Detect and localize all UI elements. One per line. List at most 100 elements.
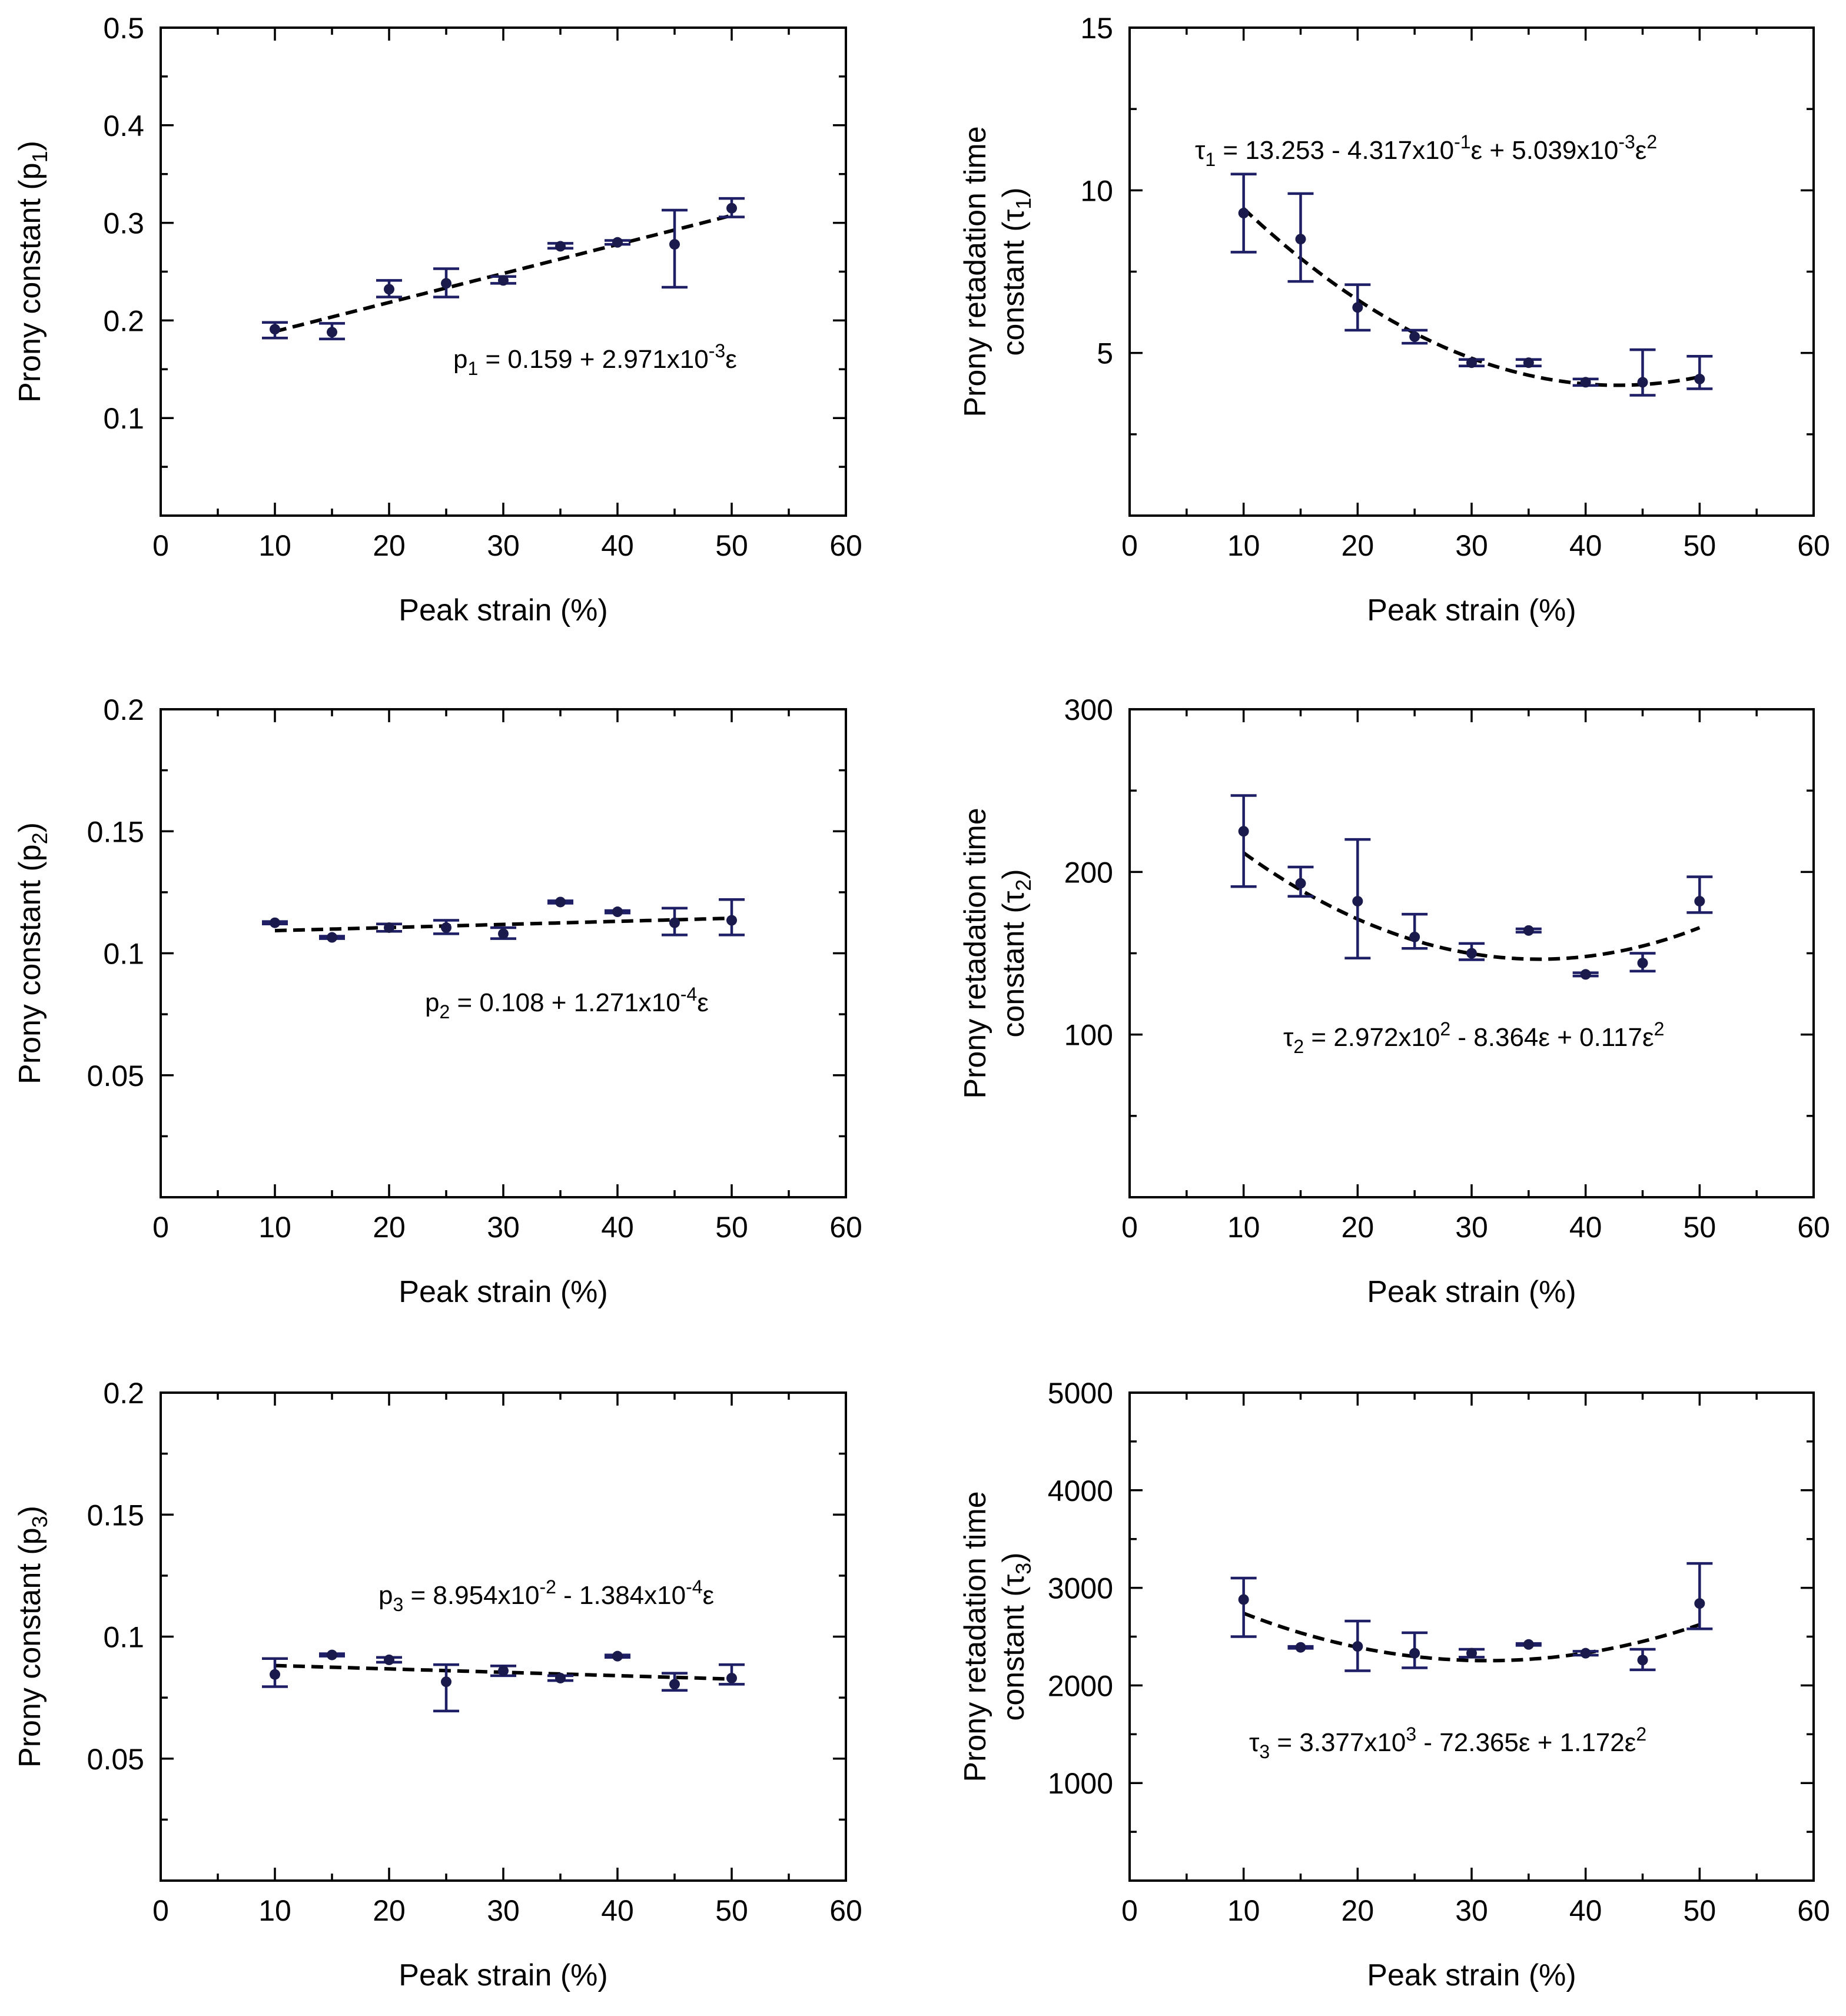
data-point xyxy=(1580,377,1591,388)
x-tick-label: 0 xyxy=(152,1894,169,1927)
equation-text: - 8.364ε + 0.117ε xyxy=(1450,1023,1654,1052)
y-axis-title-tail: ) xyxy=(13,141,47,151)
y-axis-title-subscript: 3 xyxy=(1011,1563,1035,1575)
data-point xyxy=(1352,896,1363,907)
equation-text: τ xyxy=(1195,136,1206,165)
data-point xyxy=(1295,878,1306,889)
x-tick-label: 30 xyxy=(1455,529,1488,562)
chart-tau3: 0 10 20 30 40 50 60 1000 2000 3000 4000 5000 Peak st… xyxy=(958,1377,1830,1992)
data-point xyxy=(1238,208,1249,219)
y-axis-title-subscript: 2 xyxy=(1011,879,1035,891)
data-point xyxy=(555,1672,566,1683)
data-point xyxy=(384,922,394,933)
x-tick-label: 60 xyxy=(829,529,862,562)
plot-frame xyxy=(160,708,847,1198)
equation-text: p xyxy=(379,1581,393,1610)
data-point xyxy=(441,1676,451,1688)
x-tick-label: 30 xyxy=(487,529,520,562)
equation-script: 3 xyxy=(1406,1723,1416,1745)
equation-text: = 2.972x10 xyxy=(1304,1023,1440,1052)
y-tick-label: 10 xyxy=(1080,174,1113,207)
y-tick-label: 0.15 xyxy=(87,815,144,848)
data-point xyxy=(555,896,566,908)
y-axis-title-main: Prony constant (p xyxy=(13,162,47,403)
data-point xyxy=(441,278,451,289)
data-point xyxy=(270,324,280,335)
x-tick-label: 60 xyxy=(1797,1894,1830,1927)
equation-text: ε xyxy=(697,988,709,1017)
chart-p3: 0 10 20 30 40 50 60 0.05 0.1 0.15 0.2 Peak strain (… xyxy=(13,1377,862,1992)
y-tick-label: 0.2 xyxy=(103,693,144,726)
x-tick-label: 20 xyxy=(373,1894,406,1927)
equation-text: - 1.384x10 xyxy=(556,1581,686,1610)
chart-tau1: 0 10 20 30 40 50 60 5 10 15 Peak strain (%) Prony r… xyxy=(958,12,1830,627)
x-tick-label: 30 xyxy=(1455,1894,1488,1927)
data-point xyxy=(612,906,623,918)
y-tick-label: 3000 xyxy=(1048,1572,1113,1605)
x-tick-label: 40 xyxy=(1569,1211,1602,1244)
data-point xyxy=(1466,1648,1477,1659)
x-tick-label: 0 xyxy=(152,529,169,562)
equation-text: p xyxy=(425,988,439,1017)
data-point xyxy=(1637,1655,1648,1666)
data-point xyxy=(1352,1641,1363,1652)
y-tick-label: 2000 xyxy=(1048,1669,1113,1702)
plot-frame xyxy=(160,1391,847,1882)
x-tick-label: 30 xyxy=(1455,1211,1488,1244)
equation-script: 3 xyxy=(1259,1741,1270,1762)
x-tick-label: 10 xyxy=(1227,529,1260,562)
equation-text: = 13.253 - 4.317x10 xyxy=(1216,136,1454,165)
x-tick-label: 0 xyxy=(1121,1894,1138,1927)
x-tick-label: 40 xyxy=(601,1894,634,1927)
equation-text: - 72.365ε + 1.172ε xyxy=(1416,1728,1636,1757)
plot-frame xyxy=(160,26,847,517)
y-tick-label: 200 xyxy=(1064,856,1113,889)
x-tick-label: 30 xyxy=(487,1894,520,1927)
error-bar xyxy=(1686,875,1713,914)
equation-script: 3 xyxy=(393,1594,403,1615)
y-axis-title-line1: Prony retadation time xyxy=(958,808,992,1098)
equation-script: 2 xyxy=(1636,1723,1646,1745)
equation-text: ε xyxy=(703,1581,715,1610)
data-point xyxy=(612,1650,623,1662)
fit-curve xyxy=(274,214,732,334)
equation-text: ε + 5.039x10 xyxy=(1471,136,1619,165)
x-tick-label: 50 xyxy=(1684,1894,1716,1927)
equation-script: -3 xyxy=(1618,131,1635,152)
y-axis-title-line1: Prony retadation time xyxy=(958,126,992,417)
x-tick-label: 50 xyxy=(715,1894,748,1927)
data-point xyxy=(726,915,737,926)
equation-script: -3 xyxy=(709,340,725,361)
plot-frame xyxy=(1128,26,1815,517)
x-tick-label: 10 xyxy=(1227,1211,1260,1244)
data-point xyxy=(612,237,623,248)
y-axis-title: Prony constant (p3) xyxy=(13,1506,52,1768)
data-point xyxy=(1295,1642,1306,1653)
fit-curve xyxy=(1242,851,1701,961)
x-tick-label: 0 xyxy=(1121,1211,1138,1244)
error-bar xyxy=(1629,348,1656,397)
data-point xyxy=(1238,1594,1249,1605)
chart-p2: 0 10 20 30 40 50 60 0.05 0.1 0.15 0.2 Peak strain (… xyxy=(13,693,862,1309)
equation-text: = 0.108 + 1.271x10 xyxy=(450,988,680,1017)
x-tick-label: 20 xyxy=(1342,1211,1374,1244)
equation-text: ε xyxy=(1635,136,1647,165)
y-axis-title-subscript: 2 xyxy=(28,832,52,844)
equation-script: 1 xyxy=(1205,149,1216,170)
data-point xyxy=(1352,302,1363,313)
x-tick-label: 60 xyxy=(829,1211,862,1244)
y-axis-title-tail: ) xyxy=(13,822,47,832)
x-axis-title: Peak strain (%) xyxy=(1367,1275,1576,1309)
y-tick-label: 0.3 xyxy=(103,207,144,240)
x-tick-label: 50 xyxy=(1684,1211,1716,1244)
equation-text: p xyxy=(453,345,467,374)
x-tick-label: 20 xyxy=(1342,529,1374,562)
equation-script: 2 xyxy=(1293,1036,1304,1057)
y-axis-title: constant (τ1) xyxy=(997,187,1035,356)
data-point xyxy=(270,917,280,928)
x-tick-label: 40 xyxy=(1569,529,1602,562)
y-tick-label: 0.15 xyxy=(87,1499,144,1532)
data-point xyxy=(498,275,509,286)
x-tick-label: 0 xyxy=(1121,529,1138,562)
